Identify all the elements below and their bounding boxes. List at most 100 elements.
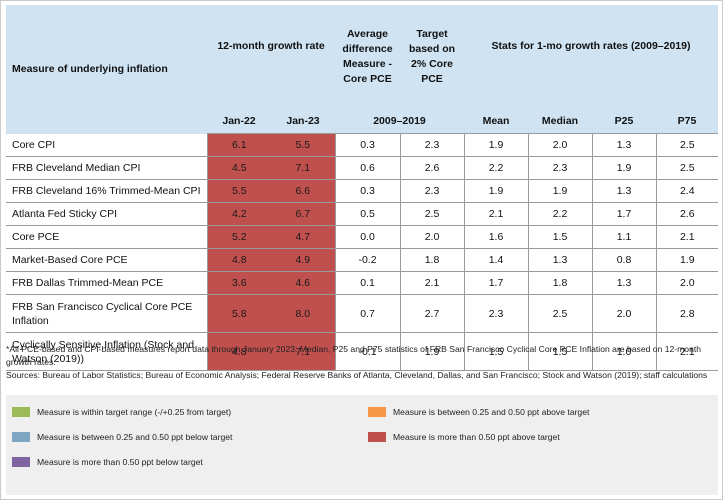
jan22-value: 4.8 bbox=[207, 248, 271, 272]
jan22-value: 5.2 bbox=[207, 225, 271, 249]
legend: Measure is within target range (-/+0.25 … bbox=[6, 395, 718, 495]
measure-name: Core PCE bbox=[6, 225, 208, 249]
swatch-purple bbox=[12, 457, 30, 467]
avg-diff-value: 0.3 bbox=[335, 133, 401, 157]
median-value: 2.2 bbox=[528, 202, 593, 226]
header-target: Target based on 2% Core PCE bbox=[400, 5, 464, 109]
p75-value: 2.1 bbox=[656, 225, 718, 249]
median-value: 1.3 bbox=[528, 248, 593, 272]
legend-item: Measure is between 0.25 and 0.50 ppt bel… bbox=[12, 432, 232, 442]
jan22-value: 4.8 bbox=[207, 332, 271, 371]
header-growth-rate: 12-month growth rate bbox=[207, 5, 335, 109]
avg-diff-value: 0.0 bbox=[335, 225, 401, 249]
median-value: 2.0 bbox=[528, 133, 593, 157]
mean-value: 2.2 bbox=[464, 156, 529, 180]
table-row: Cyclically Sensitive Inflation (Stock an… bbox=[6, 332, 718, 371]
legend-label: Measure is more than 0.50 ppt below targ… bbox=[37, 457, 203, 467]
avg-diff-value: 0.7 bbox=[335, 294, 401, 333]
legend-label: Measure is between 0.25 and 0.50 ppt bel… bbox=[37, 432, 233, 442]
header-p75: P75 bbox=[656, 109, 718, 134]
swatch-green bbox=[12, 407, 30, 417]
mean-value: 1.7 bbox=[464, 271, 529, 295]
p25-value: 1.3 bbox=[592, 133, 657, 157]
jan22-value: 6.1 bbox=[207, 133, 271, 157]
median-value: 1.5 bbox=[528, 332, 593, 371]
p25-value: 0.8 bbox=[592, 248, 657, 272]
p75-value: 2.8 bbox=[656, 294, 718, 333]
target-value: 2.6 bbox=[400, 156, 465, 180]
avg-diff-value: -0.2 bbox=[335, 248, 401, 272]
measure-name: FRB Dallas Trimmed-Mean PCE bbox=[6, 271, 208, 295]
p25-value: 1.3 bbox=[592, 271, 657, 295]
jan22-value: 5.5 bbox=[207, 179, 271, 203]
p25-value: 1.9 bbox=[592, 156, 657, 180]
header-p25: P25 bbox=[592, 109, 656, 134]
legend-label: Measure is within target range (-/+0.25 … bbox=[37, 407, 232, 417]
jan23-value: 4.7 bbox=[271, 225, 336, 249]
p25-value: 2.0 bbox=[592, 294, 657, 333]
mean-value: 2.1 bbox=[464, 202, 529, 226]
median-value: 2.5 bbox=[528, 294, 593, 333]
target-value: 2.3 bbox=[400, 133, 465, 157]
measure-name: Core CPI bbox=[6, 133, 208, 157]
jan22-value: 4.5 bbox=[207, 156, 271, 180]
jan23-value: 6.7 bbox=[271, 202, 336, 226]
sources: Sources: Bureau of Labor Statistics; Bur… bbox=[6, 370, 708, 380]
header-jan23: Jan-23 bbox=[271, 109, 335, 134]
jan23-value: 5.5 bbox=[271, 133, 336, 157]
legend-item: Measure is within target range (-/+0.25 … bbox=[12, 407, 231, 417]
avg-diff-value: -0.1 bbox=[335, 332, 401, 371]
median-value: 1.8 bbox=[528, 271, 593, 295]
table-row: FRB Cleveland Median CPI 4.5 7.1 0.6 2.6… bbox=[6, 156, 718, 180]
table-row: Core PCE 5.2 4.7 0.0 2.0 1.6 1.5 1.1 2.1 bbox=[6, 225, 718, 249]
target-value: 2.5 bbox=[400, 202, 465, 226]
legend-label: Measure is more than 0.50 ppt above targ… bbox=[393, 432, 560, 442]
jan23-value: 4.6 bbox=[271, 271, 336, 295]
p25-value: 1.7 bbox=[592, 202, 657, 226]
p75-value: 2.6 bbox=[656, 202, 718, 226]
table-row: Atlanta Fed Sticky CPI 4.2 6.7 0.5 2.5 2… bbox=[6, 202, 718, 226]
jan23-value: 7.1 bbox=[271, 156, 336, 180]
mean-value: 1.5 bbox=[464, 332, 529, 371]
mean-value: 2.3 bbox=[464, 294, 529, 333]
mean-value: 1.6 bbox=[464, 225, 529, 249]
p75-value: 2.0 bbox=[656, 271, 718, 295]
target-value: 1.9 bbox=[400, 332, 465, 371]
p25-value: 1.1 bbox=[592, 225, 657, 249]
header-period: 2009–2019 bbox=[335, 109, 464, 134]
table-row: Market-Based Core PCE 4.8 4.9 -0.2 1.8 1… bbox=[6, 248, 718, 272]
jan23-value: 4.9 bbox=[271, 248, 336, 272]
target-value: 2.0 bbox=[400, 225, 465, 249]
target-value: 1.8 bbox=[400, 248, 465, 272]
p25-value: 1.3 bbox=[592, 179, 657, 203]
swatch-orange bbox=[368, 407, 386, 417]
jan22-value: 3.6 bbox=[207, 271, 271, 295]
header-median: Median bbox=[528, 109, 592, 134]
swatch-red bbox=[368, 432, 386, 442]
target-value: 2.7 bbox=[400, 294, 465, 333]
header-measure: Measure of underlying inflation bbox=[6, 5, 207, 134]
jan23-value: 6.6 bbox=[271, 179, 336, 203]
footnote: *All PCE-based and CPI-based measures re… bbox=[6, 344, 702, 367]
table-row: Core CPI 6.1 5.5 0.3 2.3 1.9 2.0 1.3 2.5 bbox=[6, 133, 718, 157]
legend-item: Measure is more than 0.50 ppt above targ… bbox=[368, 432, 560, 442]
measure-name: FRB Cleveland Median CPI bbox=[6, 156, 208, 180]
p75-value: 2.5 bbox=[656, 133, 718, 157]
avg-diff-value: 0.5 bbox=[335, 202, 401, 226]
median-value: 1.9 bbox=[528, 179, 593, 203]
mean-value: 1.4 bbox=[464, 248, 529, 272]
jan22-value: 5.8 bbox=[207, 294, 271, 333]
inflation-table: Measure of underlying inflation 12-month… bbox=[6, 5, 718, 371]
header-average-difference: Average difference Measure - Core PCE bbox=[335, 5, 400, 109]
measure-name: FRB San Francisco Cyclical Core PCE Infl… bbox=[6, 294, 208, 333]
avg-diff-value: 0.6 bbox=[335, 156, 401, 180]
legend-item: Measure is between 0.25 and 0.50 ppt abo… bbox=[368, 407, 589, 417]
measure-name: Cyclically Sensitive Inflation (Stock an… bbox=[6, 332, 208, 371]
table-row: FRB San Francisco Cyclical Core PCE Infl… bbox=[6, 294, 718, 333]
p75-value: 2.4 bbox=[656, 179, 718, 203]
p75-value: 2.1 bbox=[656, 332, 718, 371]
measure-name: FRB Cleveland 16% Trimmed-Mean CPI bbox=[6, 179, 208, 203]
header-mean: Mean bbox=[464, 109, 528, 134]
table-row: FRB Dallas Trimmed-Mean PCE 3.6 4.6 0.1 … bbox=[6, 271, 718, 295]
target-value: 2.1 bbox=[400, 271, 465, 295]
